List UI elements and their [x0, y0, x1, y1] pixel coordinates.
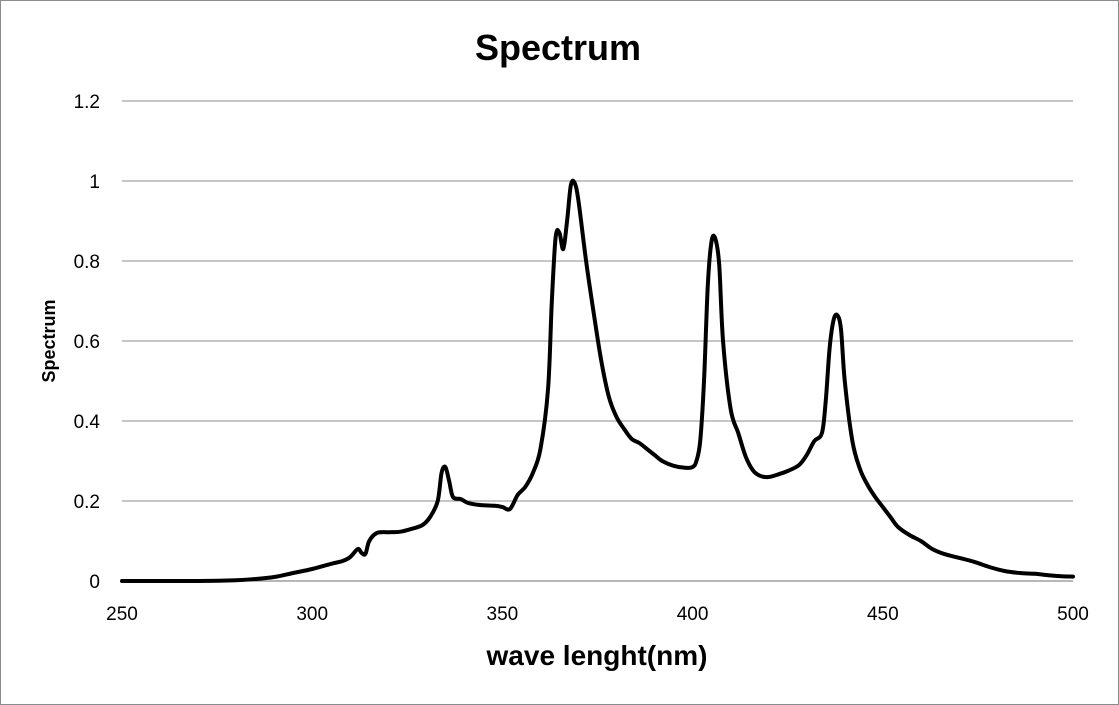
y-tick-labels: 0 0.2 0.4 0.6 0.8 1 1.2 [74, 92, 101, 593]
y-tick-label: 0 [89, 572, 100, 593]
y-tick-label: 0.6 [74, 332, 100, 353]
y-axis-label: Spectrum [39, 299, 59, 382]
x-tick-label: 350 [487, 604, 519, 625]
x-tick-labels: 250 300 350 400 450 500 [106, 604, 1089, 625]
x-axis-label: wave lenght(nm) [486, 640, 708, 671]
x-tick-label: 500 [1057, 604, 1089, 625]
x-tick-label: 300 [296, 604, 328, 625]
x-tick-label: 450 [867, 604, 899, 625]
y-tick-label: 1 [89, 172, 100, 193]
y-tick-label: 1.2 [74, 92, 100, 113]
y-tick-label: 0.2 [74, 492, 100, 513]
y-tick-label: 0.8 [74, 252, 100, 273]
grid-lines [122, 100, 1073, 502]
x-tick-label: 250 [106, 604, 138, 625]
chart-title: Spectrum [475, 27, 641, 68]
x-tick-label: 400 [677, 604, 709, 625]
spectrum-series-line [120, 178, 1075, 584]
y-tick-label: 0.4 [74, 412, 101, 433]
